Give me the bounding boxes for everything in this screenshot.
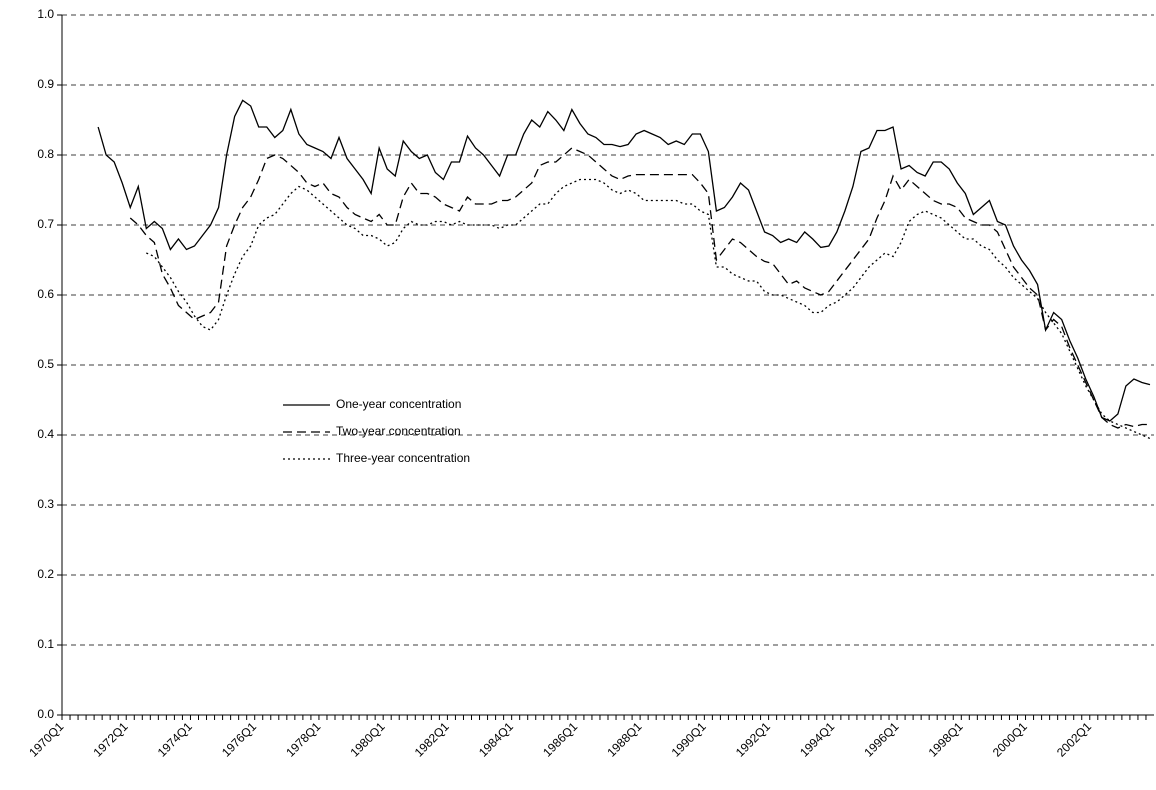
y-tick-label: 0.4	[37, 427, 54, 441]
series-line	[129, 147, 1150, 429]
x-tick-label: 2000Q1	[990, 719, 1030, 759]
x-tick-label: 1986Q1	[540, 719, 580, 759]
legend-label: Three-year concentration	[336, 451, 470, 465]
x-tick-label: 1998Q1	[926, 719, 966, 759]
x-tick-label: 1974Q1	[155, 719, 195, 759]
x-tick-label: 1988Q1	[604, 719, 644, 759]
x-tick-label: 1972Q1	[91, 719, 131, 759]
y-tick-label: 0.2	[37, 567, 54, 581]
y-tick-label: 0.8	[37, 147, 54, 161]
y-tick-label: 0.1	[37, 637, 54, 651]
y-tick-label: 0.7	[37, 217, 54, 231]
series-line	[146, 178, 1151, 440]
y-tick-label: 0.5	[37, 357, 54, 371]
y-tick-label: 0.6	[37, 287, 54, 301]
x-tick-label: 1970Q1	[26, 719, 66, 759]
series-line	[97, 99, 1151, 422]
y-tick-label: 0.9	[37, 77, 54, 91]
x-tick-label: 1984Q1	[476, 719, 516, 759]
x-tick-label: 1994Q1	[797, 719, 837, 759]
x-tick-label: 1990Q1	[669, 719, 709, 759]
x-tick-label: 1976Q1	[219, 719, 259, 759]
x-tick-label: 1992Q1	[733, 719, 773, 759]
legend-label: One-year concentration	[336, 397, 461, 411]
x-tick-label: 1978Q1	[283, 719, 323, 759]
x-tick-label: 1996Q1	[861, 719, 901, 759]
x-tick-label: 1982Q1	[412, 719, 452, 759]
x-tick-label: 1980Q1	[347, 719, 387, 759]
y-tick-label: 1.0	[37, 7, 54, 21]
legend-label: Two-year concentration	[336, 424, 461, 438]
y-tick-label: 0.0	[37, 707, 54, 721]
x-tick-label: 2002Q1	[1054, 719, 1094, 759]
y-tick-label: 0.3	[37, 497, 54, 511]
